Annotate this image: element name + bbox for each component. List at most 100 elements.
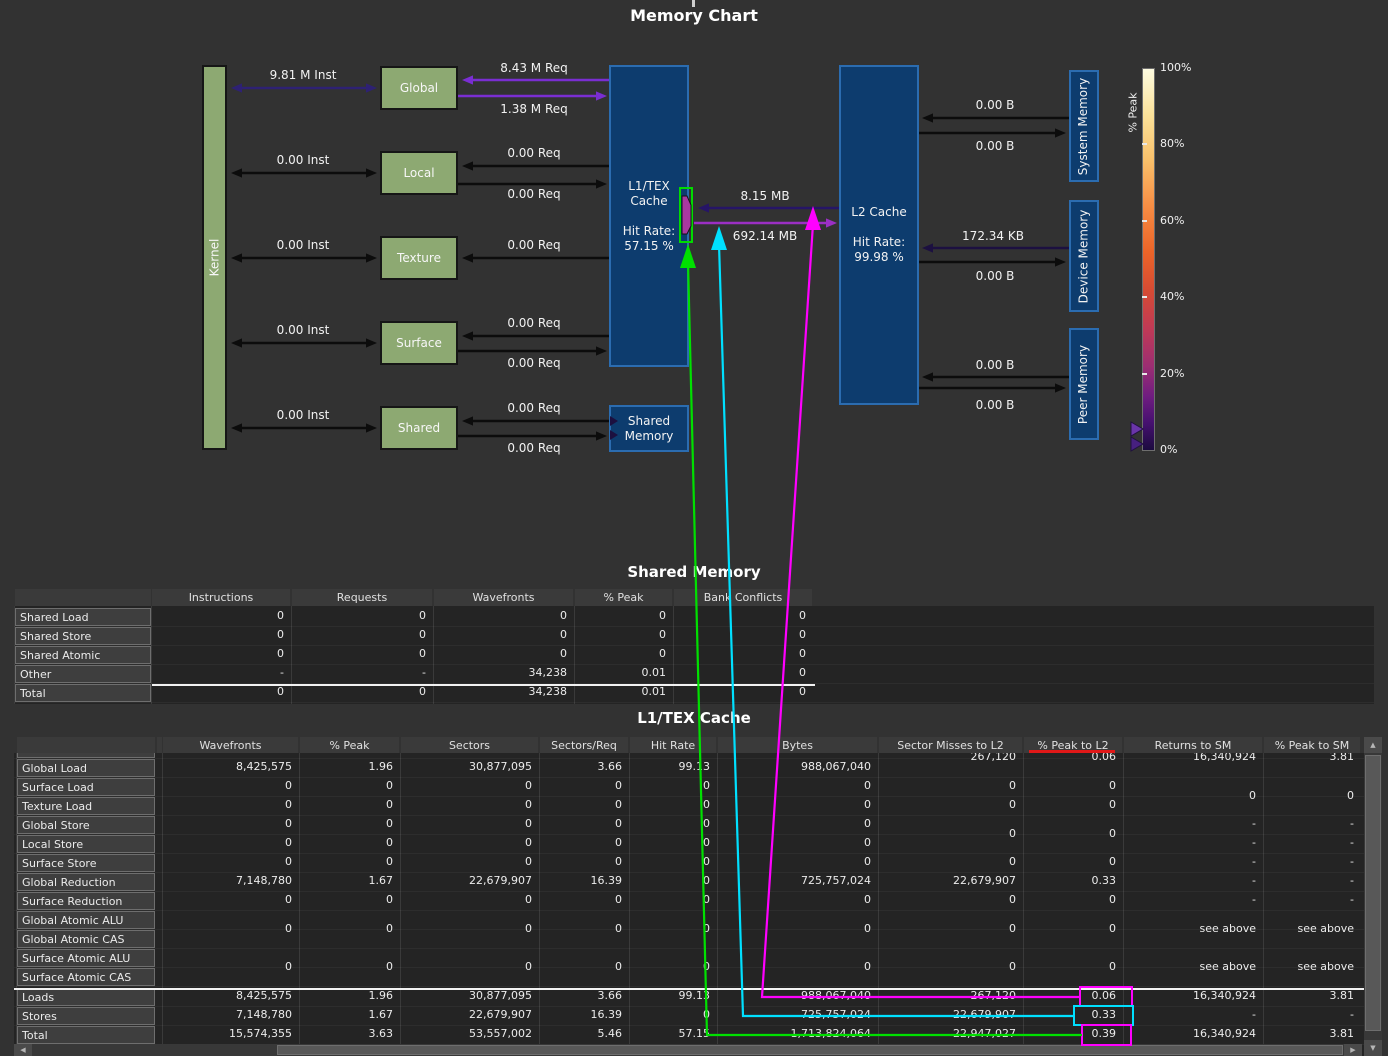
row-label[interactable]: Surface Load bbox=[17, 778, 155, 796]
table-cell: 3.81 bbox=[1329, 989, 1355, 1002]
column-header[interactable]: Wavefronts bbox=[434, 589, 573, 606]
v-scroll-thumb[interactable] bbox=[1365, 755, 1381, 1031]
row-label[interactable]: Shared Atomic bbox=[15, 646, 151, 664]
column-header[interactable]: % Peak to L2 bbox=[1024, 737, 1122, 753]
table-cell-merged: 0 bbox=[1109, 922, 1116, 935]
row-label[interactable]: Global Reduction bbox=[17, 873, 155, 891]
column-header[interactable]: % Peak bbox=[300, 737, 399, 753]
table-cell: 0 bbox=[1009, 893, 1016, 906]
peak-colorbar bbox=[1142, 68, 1155, 451]
flow-label: 0.00 Inst bbox=[276, 408, 330, 422]
row-label[interactable]: Global Store bbox=[17, 816, 155, 834]
table-cell: 30,877,095 bbox=[469, 760, 532, 773]
row-separator bbox=[14, 645, 1374, 646]
splitter-handle[interactable] bbox=[692, 0, 695, 7]
scroll-left-icon[interactable]: ◀ bbox=[14, 1044, 32, 1056]
column-header[interactable]: Wavefronts bbox=[163, 737, 298, 753]
row-label[interactable]: Shared Load bbox=[15, 608, 151, 626]
row-label-column-header[interactable] bbox=[17, 737, 155, 753]
row-label[interactable]: Loads bbox=[17, 988, 155, 1006]
table-cell: 0 bbox=[703, 855, 710, 868]
row-label[interactable]: Global Atomic CAS bbox=[17, 930, 155, 948]
row-label[interactable]: Stores bbox=[17, 1007, 155, 1025]
table-cell: - bbox=[1350, 893, 1354, 906]
row-label[interactable]: Total bbox=[17, 1026, 155, 1044]
h-scrollbar[interactable]: ◀ ▶ bbox=[14, 1044, 1362, 1056]
device-memory-box: Device Memory bbox=[1069, 200, 1099, 312]
flow-label: 0.00 Req bbox=[507, 146, 561, 160]
column-separator bbox=[673, 606, 674, 704]
row-label[interactable]: Surface Atomic ALU bbox=[17, 949, 155, 967]
table-cell: 22,947,027 bbox=[953, 1027, 1016, 1040]
table-cell: 0 bbox=[1109, 893, 1116, 906]
column-header[interactable]: Bank Conflicts bbox=[674, 589, 812, 606]
column-header[interactable]: % Peak to SM bbox=[1264, 737, 1360, 753]
table-cell: 0 bbox=[1109, 798, 1116, 811]
table-cell: 0 bbox=[525, 798, 532, 811]
flow-label: 0.00 B bbox=[975, 358, 1015, 372]
table-cell: 0 bbox=[525, 893, 532, 906]
table-cell: 1,713,824,064 bbox=[790, 1027, 871, 1040]
table-cell: 30,877,095 bbox=[469, 989, 532, 1002]
table-cell: 57.15 bbox=[678, 1027, 711, 1040]
column-header[interactable]: Sectors bbox=[401, 737, 538, 753]
colorbar-tick-label: 60% bbox=[1160, 214, 1185, 227]
row-label[interactable]: Total bbox=[15, 684, 151, 702]
table-cell: 15,574,355 bbox=[229, 1027, 292, 1040]
table-cell-merged: 0 bbox=[864, 922, 871, 935]
table-cell: 0 bbox=[560, 609, 567, 622]
table-cell: - bbox=[1252, 1008, 1256, 1021]
table-cell-merged: see above bbox=[1199, 960, 1257, 973]
row-label[interactable]: Global Load bbox=[17, 759, 155, 777]
column-header[interactable]: Instructions bbox=[152, 589, 290, 606]
v-scrollbar[interactable]: ▲ ▼ bbox=[1364, 737, 1382, 1056]
shared-box: Shared bbox=[380, 406, 458, 450]
row-label[interactable]: Local Store bbox=[17, 835, 155, 853]
scroll-right-icon[interactable]: ▶ bbox=[1344, 1044, 1362, 1056]
column-header[interactable]: Sectors/Req bbox=[540, 737, 628, 753]
flow-label: 172.34 KB bbox=[962, 229, 1024, 243]
scroll-down-icon[interactable]: ▼ bbox=[1364, 1040, 1382, 1056]
table-cell-merged: 0 bbox=[525, 922, 532, 935]
table-cell: 22,679,907 bbox=[953, 874, 1016, 887]
flow-label: 0.00 Req bbox=[507, 401, 561, 415]
row-label[interactable]: Other bbox=[15, 665, 151, 683]
kernel-label: Kernel bbox=[207, 238, 222, 277]
flow-label: 0.00 B bbox=[975, 269, 1015, 283]
colorbar-tick-label: 40% bbox=[1160, 290, 1185, 303]
table-cell-merged: 0 bbox=[386, 960, 393, 973]
table-cell-merged: 0.06 bbox=[1091, 750, 1117, 763]
row-label[interactable]: Surface Store bbox=[17, 854, 155, 872]
row-label-column-header[interactable] bbox=[15, 589, 151, 606]
table-cell: 0 bbox=[799, 609, 806, 622]
table-cell-merged: 0 bbox=[1009, 960, 1016, 973]
column-header[interactable]: Requests bbox=[292, 589, 432, 606]
table-cell-merged: 0 bbox=[1009, 827, 1016, 840]
table-cell-merged: 0 bbox=[1249, 789, 1256, 802]
scroll-up-icon[interactable]: ▲ bbox=[1364, 737, 1382, 753]
column-header[interactable]: Hit Rate bbox=[630, 737, 716, 753]
flow-label: 0.00 Inst bbox=[276, 323, 330, 337]
column-header[interactable]: Returns to SM bbox=[1124, 737, 1262, 753]
row-label[interactable]: Texture Load bbox=[17, 797, 155, 815]
flow-label: 0.00 B bbox=[975, 98, 1015, 112]
total-separator bbox=[152, 684, 815, 686]
h-scroll-thumb[interactable] bbox=[277, 1045, 1343, 1055]
column-separator bbox=[433, 606, 434, 704]
table-cell: 0 bbox=[615, 855, 622, 868]
column-header[interactable]: Bytes bbox=[718, 737, 877, 753]
flow-label: 692.14 MB bbox=[732, 229, 798, 243]
colorbar-tick-mark bbox=[1142, 220, 1147, 222]
column-header[interactable]: Sector Misses to L2 bbox=[879, 737, 1022, 753]
table-cell: 725,757,024 bbox=[801, 874, 871, 887]
row-label[interactable]: Global Atomic ALU bbox=[17, 911, 155, 929]
table-cell: 3.63 bbox=[368, 1027, 394, 1040]
row-label[interactable]: Surface Reduction bbox=[17, 892, 155, 910]
table-cell: 0 bbox=[1009, 798, 1016, 811]
colorbar-tick-label: 20% bbox=[1160, 367, 1185, 380]
row-label[interactable]: Surface Atomic CAS bbox=[17, 968, 155, 986]
table-cell: 0 bbox=[1009, 779, 1016, 792]
row-label[interactable]: Shared Store bbox=[15, 627, 151, 645]
column-header[interactable]: % Peak bbox=[575, 589, 672, 606]
